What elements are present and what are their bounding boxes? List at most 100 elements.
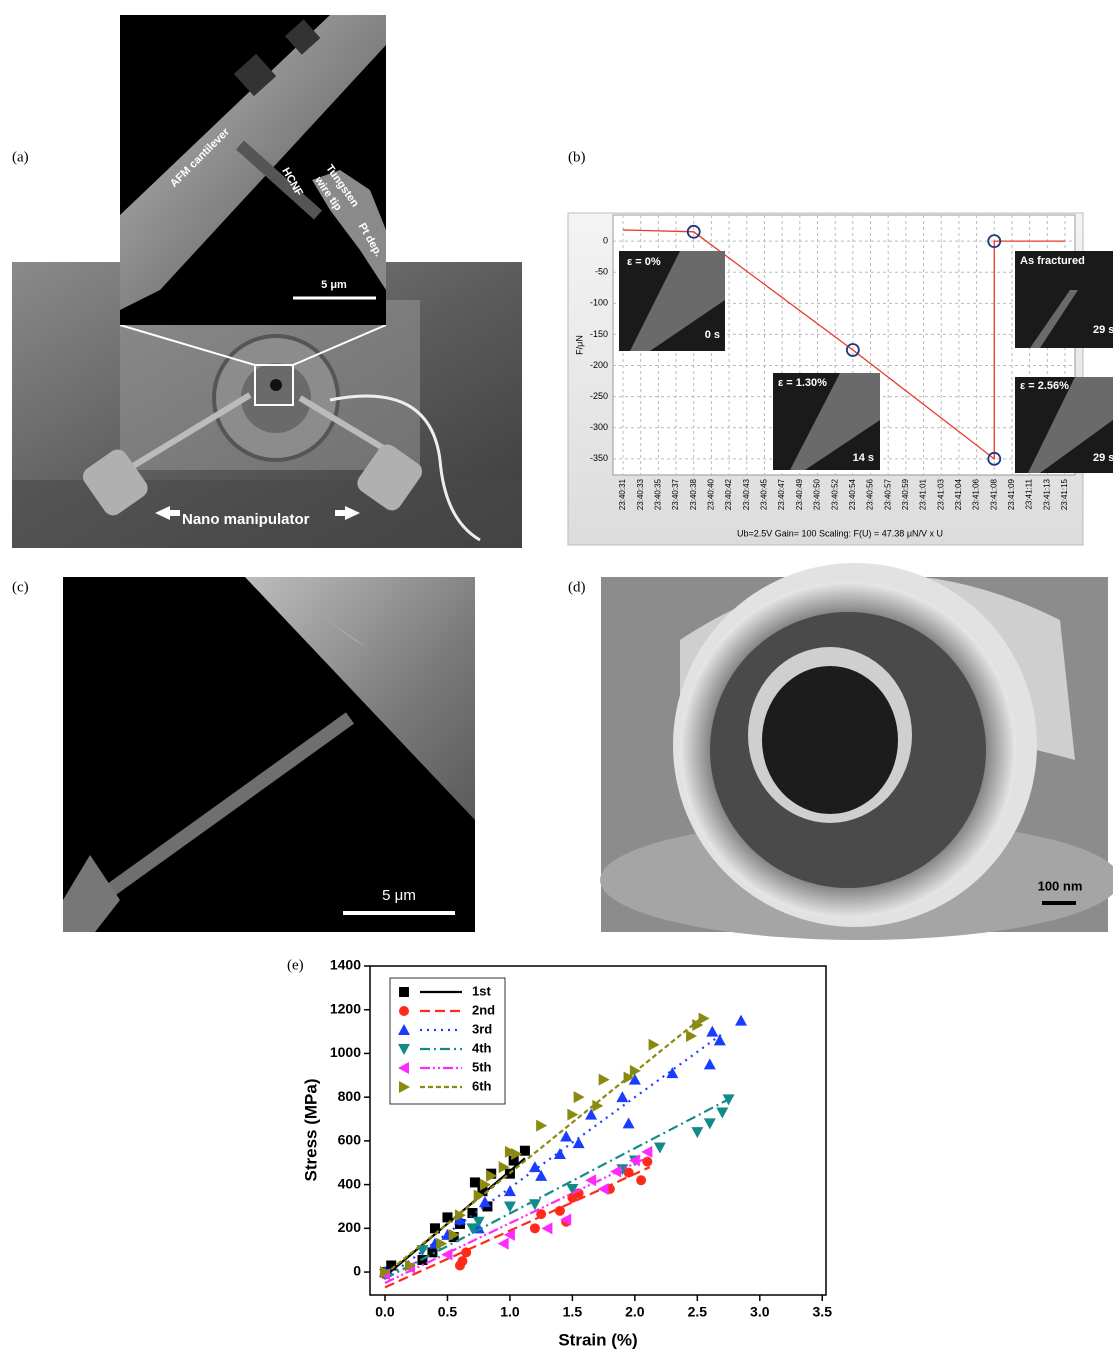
x-tick-label: 1.5 (563, 1304, 583, 1320)
point (567, 1109, 578, 1121)
inset-label: ε = 2.56% (1020, 380, 1069, 392)
y-tick-label: -300 (590, 422, 608, 432)
legend-label: 3rd (472, 1021, 492, 1036)
point (704, 1058, 716, 1069)
point (704, 1118, 716, 1129)
x-tick-label: 23:40:49 (795, 478, 804, 510)
x-tick-label: 23:41:11 (1025, 478, 1034, 509)
legend-label: 2nd (472, 1002, 495, 1017)
y-tick-label: 400 (338, 1175, 362, 1191)
point (585, 1174, 596, 1186)
x-tick-label: 2.5 (688, 1304, 708, 1320)
point (399, 987, 409, 997)
y-tick-label: 0 (353, 1263, 361, 1279)
x-tick-label: 23:41:15 (1060, 478, 1069, 510)
point (574, 1091, 585, 1103)
y-tick-label: -350 (590, 453, 608, 463)
x-tick-label: 23:40:45 (760, 478, 769, 510)
x-tick-label: 0.0 (375, 1304, 395, 1320)
panel-label: (c) (12, 579, 29, 595)
point (470, 1177, 480, 1187)
x-tick-label: 23:41:06 (972, 478, 981, 510)
x-tick-label: 3.0 (750, 1304, 770, 1320)
point (641, 1146, 652, 1158)
y-tick-label: 1000 (330, 1044, 361, 1060)
x-tick-label: 2.0 (625, 1304, 645, 1320)
x-tick-label: 23:40:31 (618, 478, 627, 510)
point (399, 1006, 409, 1016)
inset-label: ε = 1.30% (778, 377, 827, 389)
panel-label: (d) (568, 579, 586, 595)
panel-label: (a) (12, 149, 29, 165)
x-tick-label: 23:40:37 (671, 478, 680, 510)
panel-label: (e) (287, 957, 304, 973)
x-tick-label: 3.5 (813, 1304, 833, 1320)
y-tick-label: -100 (590, 298, 608, 308)
y-axis-label: F/μN (574, 335, 584, 355)
point (654, 1142, 666, 1153)
y-tick-label: 800 (338, 1088, 362, 1104)
legend-label: 1st (472, 983, 491, 998)
x-tick-label: 23:40:43 (742, 478, 751, 510)
x-tick-label: 0.5 (438, 1304, 458, 1320)
x-tick-label: 23:41:13 (1042, 478, 1051, 510)
point (536, 1120, 547, 1132)
inset-time: 29 s (1093, 452, 1113, 464)
y-tick-label: -50 (595, 267, 608, 277)
x-tick-label: 23:40:38 (689, 478, 698, 510)
x-axis-label: Strain (%) (558, 1330, 637, 1349)
point (498, 1238, 509, 1250)
point (716, 1107, 728, 1118)
figure: (a) (b) (c) (d) (e) Nano manipulator AFM… (0, 0, 1113, 1353)
y-tick-label: 0 (603, 235, 608, 245)
point (616, 1091, 628, 1102)
y-tick-label: -200 (590, 360, 608, 370)
point (623, 1117, 635, 1128)
point (541, 1222, 552, 1234)
y-tick-label: -150 (590, 329, 608, 339)
fit-line (385, 1167, 650, 1287)
legend-label: 4th (472, 1040, 492, 1055)
x-tick-label: 23:41:08 (989, 478, 998, 510)
y-tick-label: 1400 (330, 957, 361, 973)
x-tick-label: 23:41:01 (919, 478, 928, 510)
y-tick-label: -250 (590, 391, 608, 401)
point (706, 1026, 718, 1037)
x-tick-label: 23:40:35 (653, 478, 662, 510)
y-tick-label: 1200 (330, 1000, 361, 1016)
x-tick-label: 23:40:54 (848, 478, 857, 510)
panel-label: (b) (568, 149, 586, 165)
inset-time: 0 s (705, 329, 720, 341)
point (735, 1015, 747, 1026)
x-tick-label: 23:40:33 (636, 478, 645, 510)
x-tick-label: 23:40:40 (707, 478, 716, 510)
x-tick-label: 23:40:52 (830, 478, 839, 510)
x-tick-label: 23:41:04 (954, 478, 963, 510)
scale-label: 5 μm (382, 887, 416, 904)
sem-image-c: 5 μm (63, 577, 475, 932)
legend-label: 5th (472, 1059, 492, 1074)
point (699, 1012, 710, 1024)
legend-label: 6th (472, 1078, 492, 1093)
inset-label: As fractured (1020, 255, 1085, 267)
annotation: Nano manipulator (182, 511, 310, 528)
scale-label: 5 μm (321, 279, 347, 291)
point (686, 1030, 697, 1042)
x-tick-label: 23:40:59 (901, 478, 910, 510)
inset-time: 29 s (1093, 324, 1113, 336)
inset-time: 14 s (853, 452, 874, 464)
point (691, 1127, 703, 1138)
point (530, 1223, 540, 1233)
point (636, 1175, 646, 1185)
point (599, 1074, 610, 1086)
point (598, 1183, 609, 1195)
sem-inset: AFM cantilever HCNF Tungsten wire tip Pt… (120, 15, 386, 325)
y-tick-label: 200 (338, 1219, 362, 1235)
caption: Ub=2.5V Gain= 100 Scaling: F(U) = 47.38 … (737, 528, 943, 538)
x-tick-label: 23:41:03 (936, 478, 945, 510)
x-tick-label: 23:40:50 (813, 478, 822, 510)
legend: 1st 2nd 3rd 4th 5th 6th (390, 978, 505, 1104)
y-axis-label: Stress (MPa) (301, 1079, 320, 1182)
x-tick-label: 23:40:57 (883, 478, 892, 510)
x-tick-label: 23:40:47 (777, 478, 786, 510)
